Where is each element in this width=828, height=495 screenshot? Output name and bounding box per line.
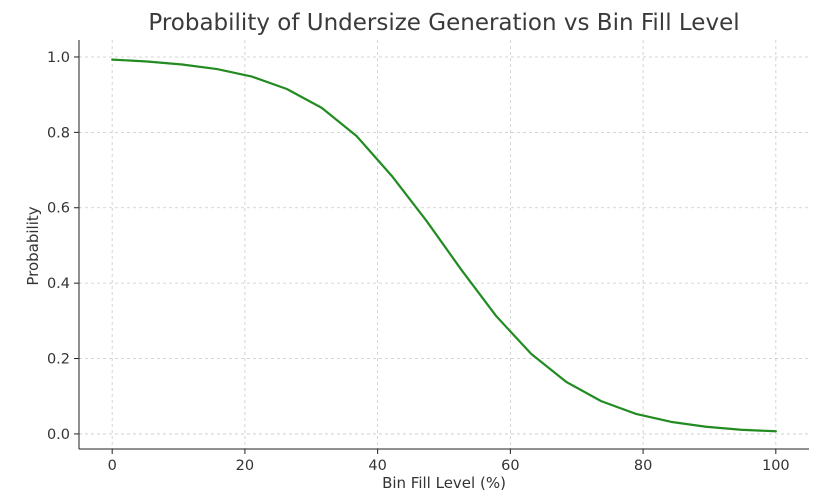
x-tick-label: 0 [108, 458, 117, 474]
y-tick-label: 0.6 [47, 201, 70, 217]
axes [74, 40, 809, 454]
y-tick-label: 0.0 [47, 427, 70, 443]
grid-lines [79, 40, 809, 449]
y-tick-label: 1.0 [47, 50, 70, 66]
y-tick-label: 0.4 [47, 276, 70, 292]
x-tick-label: 20 [236, 458, 254, 474]
series-layer [111, 58, 777, 433]
y-axis-label: Probability [24, 206, 42, 285]
tick-labels: 0 20 40 60 80 100 0.0 0.2 0.4 0.6 0.8 1.0 [47, 50, 790, 474]
x-tick-label: 100 [762, 458, 790, 474]
x-tick-label: 40 [368, 458, 386, 474]
chart-title: Probability of Undersize Generation vs B… [148, 10, 739, 36]
x-tick-label: 60 [501, 458, 519, 474]
series-line [111, 58, 777, 433]
y-tick-label: 0.8 [47, 125, 70, 141]
x-tick-label: 80 [634, 458, 652, 474]
x-axis-label: Bin Fill Level (%) [382, 474, 506, 492]
y-tick-label: 0.2 [47, 352, 70, 368]
